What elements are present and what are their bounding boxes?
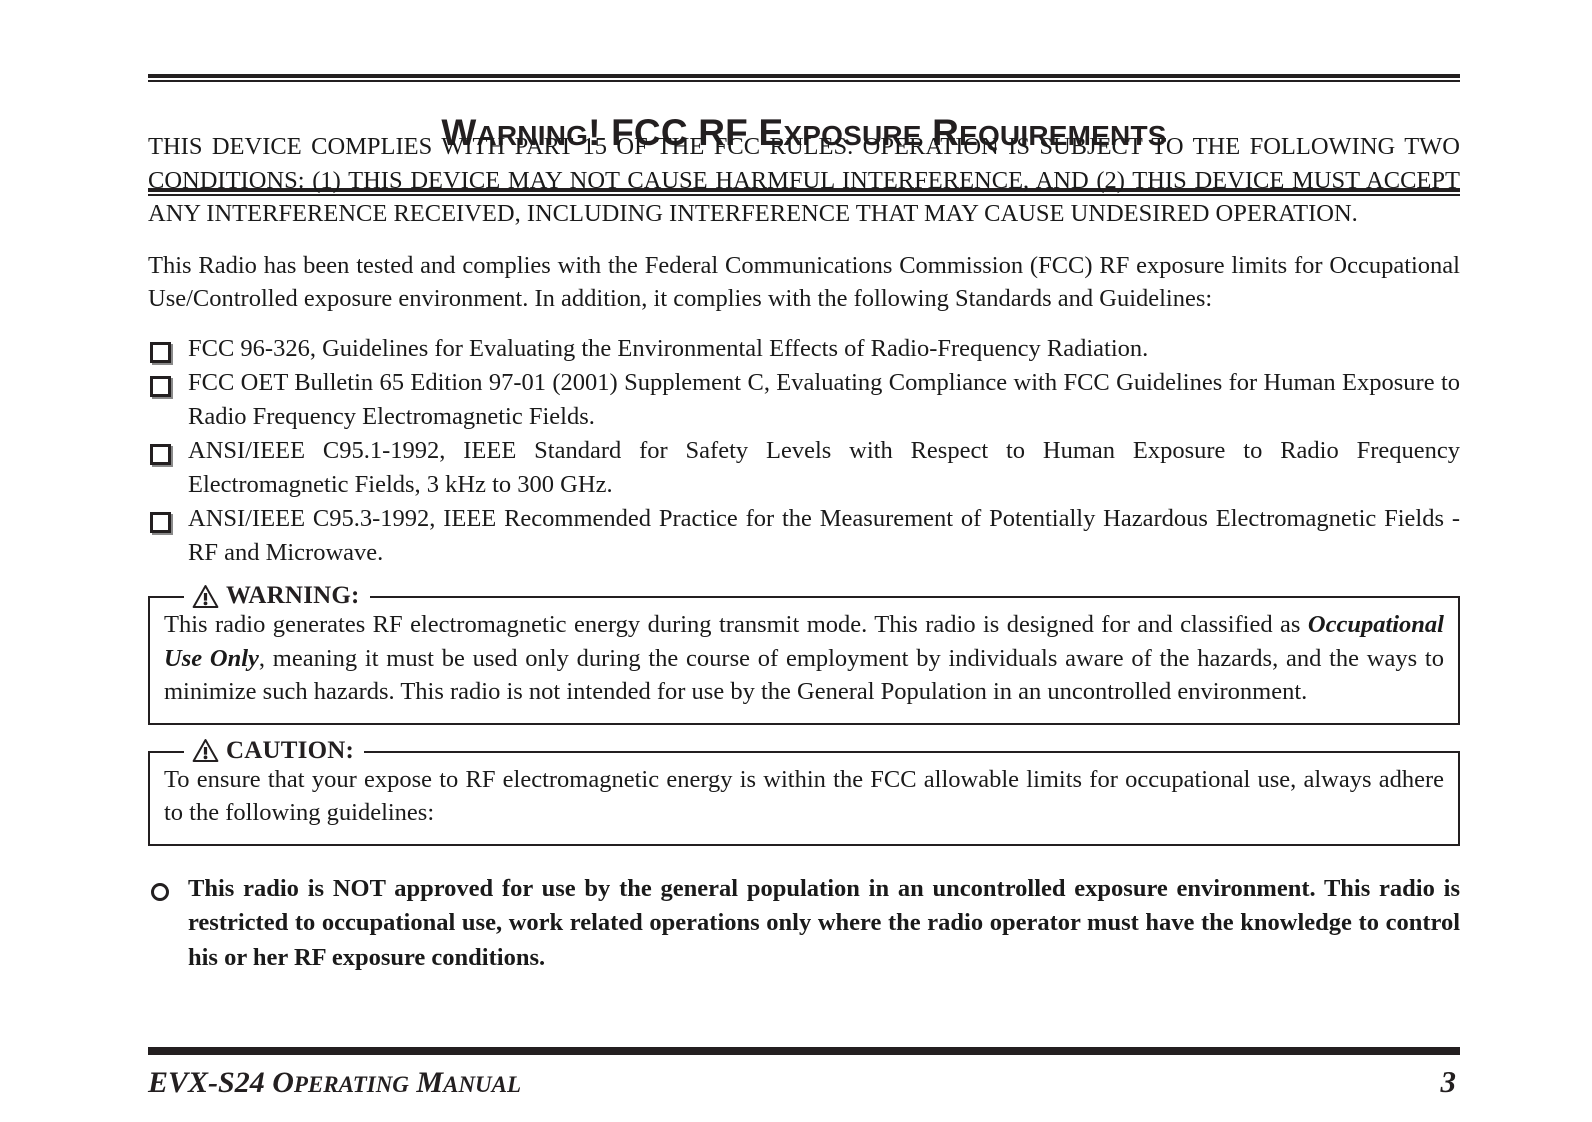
page-title-part: R bbox=[921, 111, 960, 153]
square-bullet-icon bbox=[150, 341, 171, 363]
footer-rule bbox=[148, 1047, 1460, 1055]
caution-callout: CAUTION: To ensure that your expose to R… bbox=[148, 734, 1460, 846]
warning-triangle-icon bbox=[192, 584, 219, 608]
warning-text-emphasis: Occupational Use Only bbox=[164, 611, 1444, 672]
warning-triangle-icon bbox=[192, 739, 219, 762]
footer-title-part: PERATING bbox=[293, 1072, 409, 1097]
warning-callout: WARNING: This radio generates RF electro… bbox=[148, 580, 1460, 725]
list-item: FCC 96-326, Guidelines for Evaluating th… bbox=[148, 332, 1460, 366]
circle-bullet-icon bbox=[151, 882, 169, 901]
header-rule-top bbox=[148, 74, 1460, 82]
standards-list: FCC 96-326, Guidelines for Evaluating th… bbox=[148, 332, 1460, 570]
page-title-part: E bbox=[758, 111, 784, 153]
fcc-part15-statement: THIS DEVICE COMPLIES WITH PART 15 OF THE… bbox=[148, 133, 1460, 227]
page-title-part: W bbox=[441, 111, 477, 153]
list-item-label: ANSI/IEEE C95.1-1992, IEEE Standard for … bbox=[188, 437, 1460, 498]
list-item-label: FCC OET Bulletin 65 Edition 97-01 (2001)… bbox=[188, 369, 1460, 430]
page-number: 3 bbox=[1440, 1064, 1457, 1099]
warning-callout-text: This radio generates RF electromagnetic … bbox=[164, 608, 1444, 709]
list-item: FCC OET Bulletin 65 Edition 97-01 (2001)… bbox=[148, 366, 1460, 433]
list-item: ANSI/IEEE C95.1-1992, IEEE Standard for … bbox=[148, 434, 1460, 501]
page-title: WARNING! FCC RF EXPOSURE REQUIREMENTS bbox=[148, 107, 1460, 163]
footer-title-part: O bbox=[272, 1066, 294, 1099]
footer-title-part: EVX-S24 bbox=[148, 1066, 273, 1099]
list-item-label: FCC 96-326, Guidelines for Evaluating th… bbox=[188, 334, 1149, 362]
page-header: WARNING! FCC RF EXPOSURE REQUIREMENTS bbox=[148, 74, 1460, 196]
list-item-label: This radio is NOT approved for use by th… bbox=[188, 874, 1460, 971]
warning-callout-label: WARNING: bbox=[226, 582, 360, 609]
warning-text-before: This radio generates RF electromagnetic … bbox=[164, 611, 1308, 638]
square-bullet-icon bbox=[150, 512, 171, 533]
page-title-part: EQUIREMENTS bbox=[959, 119, 1167, 151]
list-item: This radio is NOT approved for use by th… bbox=[148, 872, 1460, 976]
page-title-part: XPOSURE bbox=[783, 119, 922, 151]
page-footer: EVX-S24 OPERATING MANUAL 3 bbox=[148, 1047, 1460, 1100]
list-item: ANSI/IEEE C95.3-1992, IEEE Recommended P… bbox=[148, 502, 1460, 569]
caution-callout-text: To ensure that your expose to RF electro… bbox=[164, 765, 1444, 827]
document-page: WARNING! FCC RF EXPOSURE REQUIREMENTS TH… bbox=[148, 0, 1460, 1122]
compliance-paragraph: This Radio has been tested and complies … bbox=[148, 251, 1460, 313]
warning-callout-legend: WARNING: bbox=[184, 580, 370, 612]
square-bullet-icon bbox=[150, 444, 171, 465]
square-bullet-icon bbox=[150, 376, 171, 397]
warning-text-after: , meaning it must be used only during th… bbox=[164, 644, 1444, 706]
footer-title-part: ANUAL bbox=[443, 1072, 522, 1097]
list-item-label: ANSI/IEEE C95.3-1992, IEEE Recommended P… bbox=[188, 505, 1460, 566]
restriction-list: This radio is NOT approved for use by th… bbox=[148, 872, 1460, 976]
footer-title-part: M bbox=[408, 1066, 444, 1099]
footer-manual-title: EVX-S24 OPERATING MANUAL bbox=[148, 1066, 521, 1100]
header-rule-bottom bbox=[148, 187, 1460, 196]
page-title-part: ! FCC RF bbox=[588, 111, 759, 153]
caution-callout-label: CAUTION: bbox=[226, 736, 354, 764]
main-content: THIS DEVICE COMPLIES WITH PART 15 OF THE… bbox=[148, 130, 1460, 975]
caution-callout-legend: CAUTION: bbox=[184, 734, 364, 767]
page-title-part: ARNING bbox=[476, 119, 589, 151]
